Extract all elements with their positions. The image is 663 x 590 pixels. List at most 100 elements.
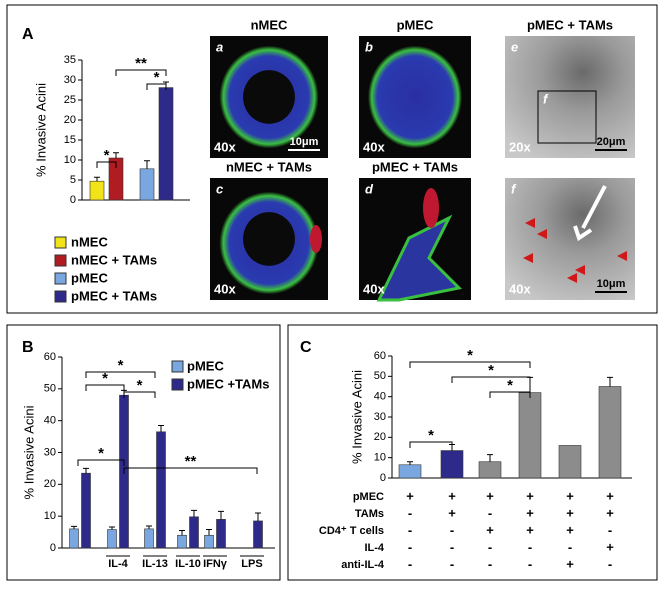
- table-cell: +: [566, 488, 574, 503]
- panel-label: A: [22, 26, 34, 43]
- lumen: [243, 70, 295, 124]
- table-cell: +: [526, 522, 534, 537]
- magnification: 40x: [509, 281, 531, 296]
- y-tick-label: 10: [44, 510, 56, 522]
- table-cell: +: [606, 505, 614, 520]
- y-axis-label: % Invasive Acini: [21, 405, 36, 499]
- image-letter: b: [365, 39, 373, 54]
- panel-label: B: [22, 339, 34, 356]
- magnification: 40x: [363, 139, 385, 154]
- arrowhead: [537, 229, 547, 239]
- error-bar: [71, 525, 77, 529]
- table-cell: -: [608, 556, 612, 571]
- legend-label: pMEC +TAMs: [187, 376, 269, 391]
- table-cell: -: [408, 556, 412, 571]
- tam: [310, 225, 322, 253]
- significance-label: *: [154, 69, 160, 86]
- bar: [518, 392, 542, 479]
- inset-box: [537, 90, 597, 144]
- error-bar: [255, 512, 261, 521]
- table-cell: -: [528, 556, 532, 571]
- image-letter: f: [511, 181, 517, 196]
- scale-label: 20μm: [597, 136, 626, 148]
- significance-bracket: [96, 161, 117, 168]
- x-tick-label: IFNγ: [203, 558, 228, 570]
- table-cell: +: [566, 556, 574, 571]
- acinus: [367, 45, 463, 149]
- y-tick-label: 35: [64, 54, 76, 66]
- bar: [177, 534, 187, 549]
- error-bar: [83, 467, 89, 474]
- significance-bracket: [451, 376, 531, 383]
- y-axis-label: % Invasive Acini: [33, 83, 48, 177]
- table-cell: +: [448, 505, 456, 520]
- micrograph: [505, 36, 635, 158]
- y-tick-label: 20: [44, 478, 56, 490]
- legend-label: pMEC + TAMs: [71, 288, 157, 303]
- error-bar: [179, 529, 185, 536]
- micrograph: [505, 178, 635, 300]
- bar: [478, 461, 502, 479]
- table-cell: +: [486, 488, 494, 503]
- image-letter: c: [216, 181, 224, 196]
- bar: [69, 528, 79, 549]
- image-title: pMEC: [397, 17, 434, 32]
- arrowhead: [525, 218, 535, 228]
- x-tick-label: IL-10: [175, 558, 201, 570]
- table-cell: +: [606, 488, 614, 503]
- error-bar: [487, 454, 493, 462]
- x-tick-label: IL-4: [108, 558, 128, 570]
- tam: [423, 188, 439, 228]
- error-bar: [94, 176, 100, 182]
- arrowhead: [575, 265, 585, 275]
- arrowhead: [523, 253, 533, 263]
- significance-bracket: [77, 459, 125, 466]
- bar: [89, 180, 105, 201]
- significance-label: *: [467, 347, 473, 364]
- significance-bracket: [123, 467, 258, 474]
- bar: [107, 529, 117, 549]
- significance-bracket: [123, 391, 156, 398]
- table-cell: -: [568, 539, 572, 554]
- table-cell: +: [406, 488, 414, 503]
- legend-label: pMEC: [187, 358, 224, 373]
- error-bar: [113, 152, 119, 158]
- bar: [81, 472, 91, 549]
- table-cell: -: [408, 522, 412, 537]
- bar: [598, 386, 622, 479]
- table-cell: +: [486, 522, 494, 537]
- table-cell: -: [528, 539, 532, 554]
- row-label: IL-4: [364, 542, 384, 554]
- legend-label: nMEC + TAMs: [71, 252, 157, 267]
- bar: [204, 534, 214, 549]
- significance-bracket: [489, 391, 531, 398]
- bar: [189, 516, 199, 549]
- y-tick-label: 20: [64, 114, 76, 126]
- bar: [158, 87, 174, 201]
- bar: [144, 528, 154, 549]
- scale-label: 10μm: [290, 136, 319, 148]
- cell-cluster: [376, 214, 463, 302]
- significance-bracket: [409, 361, 531, 368]
- inset-letter: f: [543, 91, 549, 106]
- significance-label: *: [102, 370, 108, 387]
- error-bar: [144, 160, 150, 169]
- significance-label: *: [137, 377, 143, 394]
- y-tick-label: 30: [44, 446, 56, 458]
- significance-label: **: [135, 55, 147, 72]
- legend-swatch: [171, 378, 184, 391]
- significance-label: *: [507, 377, 513, 394]
- table-cell: +: [526, 505, 534, 520]
- x-tick-label: LPS: [241, 558, 262, 570]
- bar: [139, 168, 155, 201]
- y-tick-label: 50: [374, 370, 386, 382]
- bar: [216, 519, 226, 549]
- legend-label: nMEC: [71, 234, 108, 249]
- table-cell: -: [488, 505, 492, 520]
- magnification: 40x: [214, 139, 236, 154]
- error-bar: [607, 376, 613, 387]
- row-label: pMEC: [353, 491, 384, 503]
- table-cell: -: [488, 539, 492, 554]
- table-cell: -: [450, 556, 454, 571]
- magnification: 20x: [509, 139, 531, 154]
